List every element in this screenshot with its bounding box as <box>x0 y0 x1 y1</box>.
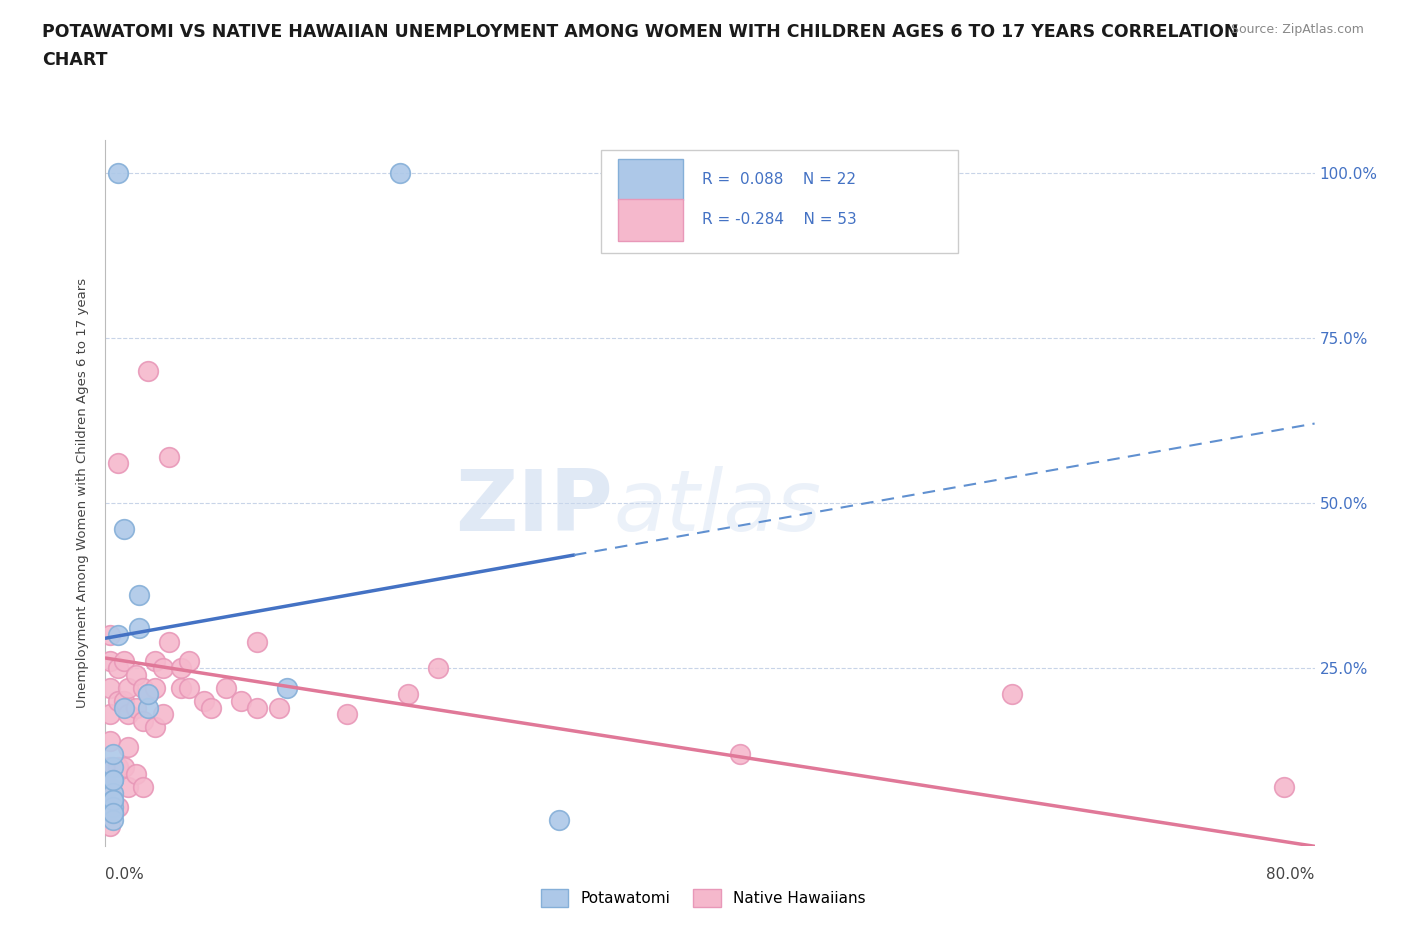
Point <box>98 819 121 834</box>
Point <box>107 694 129 709</box>
Point <box>101 792 124 807</box>
Point <box>177 681 200 696</box>
Point <box>152 660 174 675</box>
Point <box>1001 687 1024 702</box>
Point <box>193 694 215 709</box>
Point <box>128 588 150 603</box>
Point <box>152 707 174 722</box>
Point <box>112 700 135 715</box>
Point <box>107 799 129 814</box>
Point <box>143 654 166 669</box>
Point <box>98 628 121 643</box>
Point <box>132 681 155 696</box>
Point <box>157 634 180 649</box>
Point <box>125 700 148 715</box>
Point <box>101 747 124 762</box>
Point <box>98 654 121 669</box>
Point <box>98 681 121 696</box>
Point <box>246 634 269 649</box>
Legend: Potawatomi, Native Hawaiians: Potawatomi, Native Hawaiians <box>534 884 872 913</box>
Point <box>101 773 124 788</box>
Point <box>128 621 150 636</box>
Point <box>98 779 121 794</box>
Text: 80.0%: 80.0% <box>1267 867 1315 882</box>
Point <box>200 700 222 715</box>
Point <box>101 760 124 775</box>
Point <box>117 707 139 722</box>
Point <box>231 694 253 709</box>
FancyBboxPatch shape <box>602 150 957 253</box>
Point <box>246 700 269 715</box>
Point <box>125 667 148 682</box>
Point <box>107 456 129 471</box>
Text: ZIP: ZIP <box>456 466 613 549</box>
Text: CHART: CHART <box>42 51 108 69</box>
FancyBboxPatch shape <box>619 199 683 241</box>
Point <box>1274 779 1296 794</box>
Point <box>101 813 124 828</box>
Point <box>389 166 412 180</box>
Text: 0.0%: 0.0% <box>105 867 145 882</box>
Point <box>117 681 139 696</box>
Point <box>136 687 159 702</box>
Point <box>170 681 193 696</box>
Point <box>101 805 124 820</box>
Point <box>98 733 121 748</box>
Point <box>177 654 200 669</box>
Point <box>101 799 124 814</box>
Point <box>336 707 359 722</box>
Point <box>112 654 135 669</box>
Point <box>170 660 193 675</box>
Point <box>548 813 571 828</box>
Point <box>112 522 135 537</box>
Text: atlas: atlas <box>613 466 821 549</box>
Text: R = -0.284    N = 53: R = -0.284 N = 53 <box>702 212 856 227</box>
Point <box>276 681 298 696</box>
Point <box>112 694 135 709</box>
Point <box>98 760 121 775</box>
Text: POTAWATOMI VS NATIVE HAWAIIAN UNEMPLOYMENT AMONG WOMEN WITH CHILDREN AGES 6 TO 1: POTAWATOMI VS NATIVE HAWAIIAN UNEMPLOYME… <box>42 23 1239 41</box>
Point <box>117 779 139 794</box>
Point <box>396 687 419 702</box>
Point <box>101 786 124 801</box>
Point <box>143 681 166 696</box>
Point <box>101 773 124 788</box>
Point <box>427 660 450 675</box>
Point <box>215 681 238 696</box>
Point <box>730 747 752 762</box>
Point <box>101 792 124 807</box>
Point <box>101 805 124 820</box>
Point <box>157 449 180 464</box>
Point <box>112 760 135 775</box>
Point <box>269 700 291 715</box>
Point <box>125 766 148 781</box>
Y-axis label: Unemployment Among Women with Children Ages 6 to 17 years: Unemployment Among Women with Children A… <box>76 278 90 708</box>
Point <box>107 166 129 180</box>
Text: Source: ZipAtlas.com: Source: ZipAtlas.com <box>1230 23 1364 36</box>
Point <box>107 628 129 643</box>
Point <box>132 713 155 728</box>
Point <box>107 760 129 775</box>
Point <box>98 707 121 722</box>
Point <box>117 739 139 754</box>
Text: R =  0.088    N = 22: R = 0.088 N = 22 <box>702 172 856 187</box>
Point <box>98 799 121 814</box>
Point <box>107 660 129 675</box>
Point <box>132 779 155 794</box>
Point <box>136 364 159 379</box>
Point <box>136 700 159 715</box>
Point <box>143 720 166 735</box>
Point <box>136 687 159 702</box>
FancyBboxPatch shape <box>619 159 683 200</box>
